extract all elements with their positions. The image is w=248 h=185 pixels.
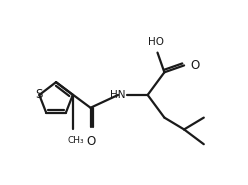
Text: S: S (36, 88, 43, 101)
Text: HN: HN (110, 90, 126, 100)
Text: CH₃: CH₃ (67, 136, 84, 145)
Text: HO: HO (148, 37, 163, 47)
Text: O: O (86, 135, 95, 148)
Text: O: O (190, 59, 199, 72)
